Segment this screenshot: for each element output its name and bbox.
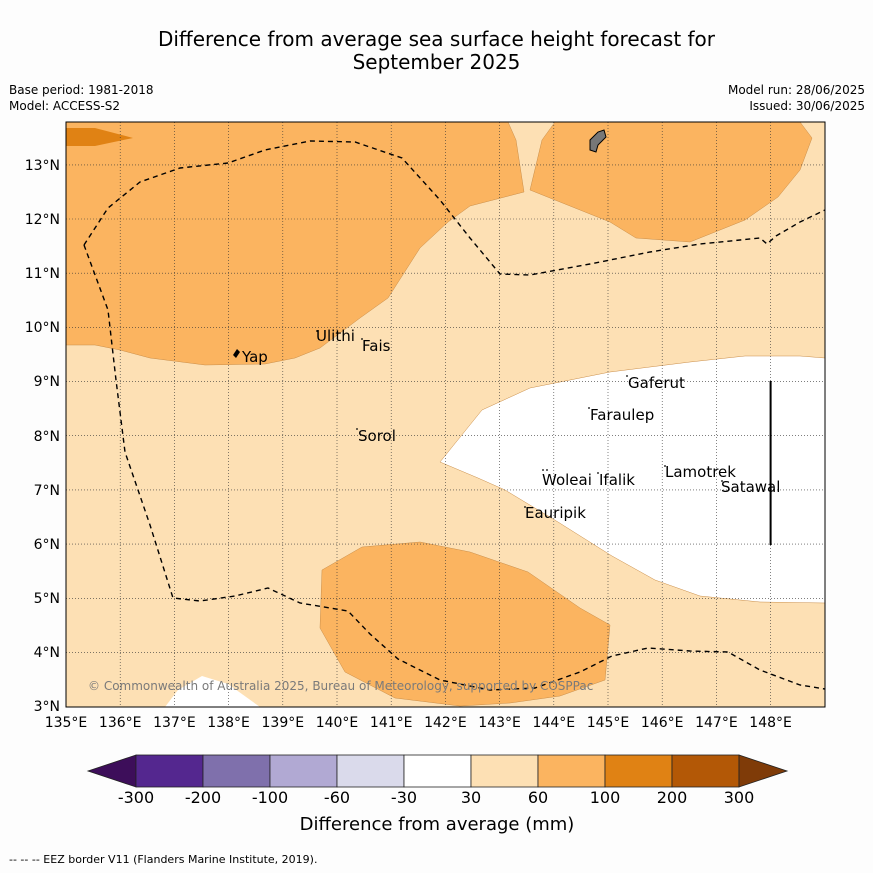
copyright-text: © Commonwealth of Australia 2025, Bureau… <box>88 679 593 693</box>
lat-label: 11°N <box>25 266 60 282</box>
place-label-satawal: Satawal <box>721 478 780 496</box>
meta-left: Base period: 1981-2018 Model: ACCESS-S2 <box>9 82 154 114</box>
lat-label: 7°N <box>34 483 60 499</box>
colorbar-swatch <box>269 754 338 788</box>
colorbar-swatch-over <box>738 754 789 788</box>
contour-neutral-east <box>439 355 825 604</box>
lon-label: 140°E <box>316 715 359 731</box>
place-label-gaferut: Gaferut <box>628 374 685 392</box>
colorbar-label: Difference from average (mm) <box>300 814 575 835</box>
lon-label: 144°E <box>533 715 576 731</box>
contour-60-100-northwest <box>66 122 525 366</box>
colorbar-swatch <box>470 754 539 788</box>
map-frame <box>65 121 826 708</box>
colorbar-swatch <box>336 754 405 788</box>
colorbar-tick-label: -60 <box>324 788 350 807</box>
lon-labels: 135°E 136°E 137°E 138°E 139°E 140°E 141°… <box>45 715 792 731</box>
place-label-faraulep: Faraulep <box>590 406 654 424</box>
colorbar-tick-label: 200 <box>657 788 688 807</box>
lon-label: 139°E <box>262 715 305 731</box>
colorbar-tick-label: 60 <box>528 788 548 807</box>
sorol-dot <box>356 428 358 430</box>
eez-footnote: -- -- -- EEZ border V11 (Flanders Marine… <box>9 853 318 866</box>
gaferut-dot <box>626 375 628 377</box>
woleai-dot <box>542 469 544 471</box>
lon-label: 138°E <box>207 715 250 731</box>
lat-label: 6°N <box>34 537 60 553</box>
model-name: Model: ACCESS-S2 <box>9 99 121 113</box>
colorbar-swatch <box>537 754 606 788</box>
eauripik-dot <box>524 506 526 508</box>
colorbar-swatch <box>671 754 740 788</box>
place-label-ifalik: Ifalik <box>599 471 635 489</box>
faraulep-dot <box>588 407 590 409</box>
lat-label: 8°N <box>34 429 60 445</box>
lon-label: 147°E <box>695 715 738 731</box>
eez-border <box>83 140 825 276</box>
lon-label: 146°E <box>641 715 684 731</box>
ulithi-dot <box>316 330 318 332</box>
colorbar-tick-label: -300 <box>118 788 154 807</box>
lamotrek-dot <box>664 465 666 467</box>
colorbar-swatch-under <box>86 754 137 788</box>
colorbar-tick-label: -200 <box>185 788 221 807</box>
place-label-sorol: Sorol <box>358 427 396 445</box>
colorbar-swatch <box>604 754 673 788</box>
lat-label: 5°N <box>34 591 60 607</box>
satawal-dot <box>721 480 723 482</box>
colorbar-swatch <box>202 754 271 788</box>
graticule <box>66 122 825 707</box>
colorbar <box>86 754 789 788</box>
eez-border-west <box>83 244 825 691</box>
place-label-yap: Yap <box>241 348 268 366</box>
title-line-1: Difference from average sea surface heig… <box>157 27 716 51</box>
colorbar-swatch <box>135 754 204 788</box>
contour-60-100-south <box>319 541 611 707</box>
fais-dot <box>361 338 363 340</box>
yap-island <box>233 349 240 358</box>
lon-label: 145°E <box>587 715 630 731</box>
place-label-ulithi: Ulithi <box>316 327 355 345</box>
lon-label: 135°E <box>45 715 88 731</box>
contour-100-200-topleft <box>66 128 133 146</box>
place-label-eauripik: Eauripik <box>525 504 586 522</box>
colorbar-swatch <box>403 754 472 788</box>
lat-label: 10°N <box>25 320 60 336</box>
lon-label: 137°E <box>153 715 196 731</box>
lon-label: 142°E <box>424 715 467 731</box>
colorbar-tick-label: -30 <box>391 788 417 807</box>
lat-label: 3°N <box>34 699 60 715</box>
chart-title: Difference from average sea surface heig… <box>0 28 873 74</box>
colorbar-tick-label: 30 <box>461 788 481 807</box>
lon-label: 148°E <box>749 715 792 731</box>
lat-label: 13°N <box>25 158 60 174</box>
issued-date: Issued: 30/06/2025 <box>749 99 865 113</box>
colorbar-ticks: -300 -200 -100 -60 -30 30 60 100 200 300 <box>118 788 754 807</box>
woleai-dot <box>546 469 548 471</box>
contour-60-100-northeast <box>529 122 813 243</box>
lon-label: 143°E <box>478 715 521 731</box>
lat-label: 4°N <box>34 645 60 661</box>
meta-right: Model run: 28/06/2025 Issued: 30/06/2025 <box>728 82 865 114</box>
lon-label: 136°E <box>99 715 142 731</box>
place-label-fais: Fais <box>362 337 391 355</box>
lon-label: 141°E <box>370 715 413 731</box>
lat-label: 12°N <box>25 212 60 228</box>
title-line-2: September 2025 <box>352 50 521 74</box>
ifalik-dot <box>597 472 599 474</box>
colorbar-tick-label: -100 <box>252 788 288 807</box>
guam-island <box>589 129 607 153</box>
place-label-woleai: Woleai <box>542 471 592 489</box>
colorbar-tick-label: 300 <box>724 788 755 807</box>
map-area: Yap Ulithi Fais Sorol Gaferut Faraulep W… <box>66 122 825 707</box>
place-labels: Yap Ulithi Fais Sorol Gaferut Faraulep W… <box>241 327 780 522</box>
lat-labels: 13°N 12°N 11°N 10°N 9°N 8°N 7°N 6°N 5°N … <box>25 158 60 715</box>
base-period: Base period: 1981-2018 <box>9 83 154 97</box>
lat-label: 9°N <box>34 374 60 390</box>
colorbar-tick-label: 100 <box>590 788 621 807</box>
contour-neutral-south <box>165 676 260 707</box>
place-label-lamotrek: Lamotrek <box>665 463 736 481</box>
model-run: Model run: 28/06/2025 <box>727 83 865 97</box>
